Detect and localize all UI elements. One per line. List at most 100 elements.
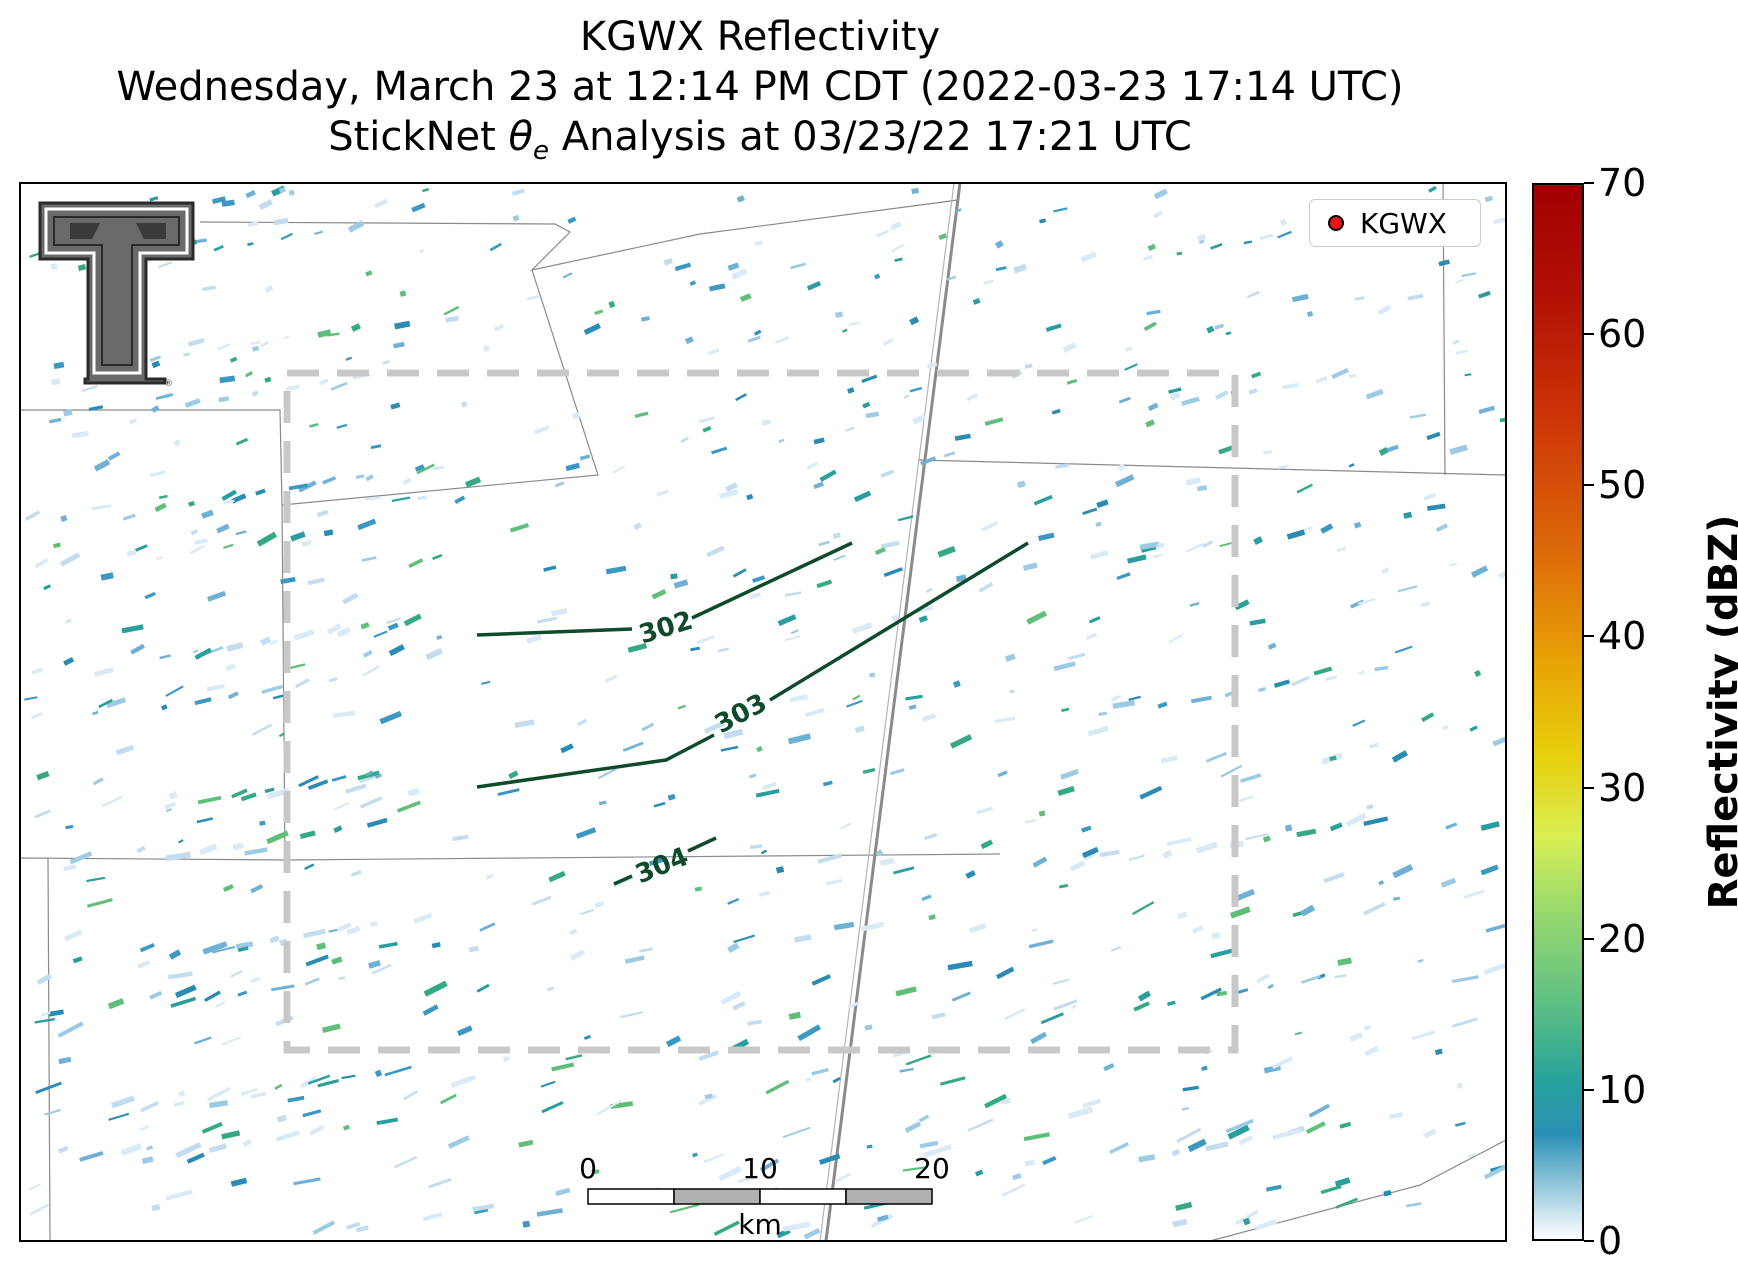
echo-pixel (1493, 217, 1506, 225)
echo-pixel (1096, 499, 1109, 509)
echo-pixel (547, 986, 555, 992)
echo-pixel (187, 337, 205, 347)
echo-pixel (285, 384, 300, 392)
echo-pixel (298, 775, 319, 788)
echo-pixel (1483, 1161, 1506, 1180)
echo-pixel (1320, 523, 1334, 534)
echo-pixel (1449, 444, 1469, 455)
echo-pixel (753, 329, 762, 336)
echo-pixel (279, 187, 286, 193)
echo-pixel (59, 552, 81, 567)
echo-pixel (1383, 1189, 1392, 1197)
echo-pixel (1478, 405, 1495, 415)
echo-pixel (1182, 1085, 1200, 1092)
echo-pixel (1022, 562, 1038, 571)
echo-pixel (178, 1090, 186, 1098)
echo-pixel (129, 418, 138, 425)
echo-pixel (1368, 742, 1380, 749)
echo-pixel (1306, 310, 1314, 318)
echo-pixel (1377, 304, 1392, 316)
echo-pixel (862, 401, 871, 409)
echo-pixel (1087, 725, 1110, 737)
echo-pixel (804, 707, 825, 718)
echo-pixel (368, 960, 381, 969)
echo-pixel (1339, 1121, 1352, 1129)
echo-pixel (43, 584, 52, 591)
echo-pixel (57, 1145, 69, 1154)
echo-pixel (811, 1067, 829, 1076)
echo-pixel (170, 996, 197, 1008)
echo-pixel (536, 1208, 563, 1217)
echo-pixel (1235, 1209, 1260, 1226)
echo-pixel (288, 663, 306, 670)
echo-pixel (199, 843, 218, 856)
echo-pixel (704, 1093, 713, 1100)
echo-pixel (926, 361, 938, 369)
echo-pixel (344, 783, 367, 794)
echo-pixel (509, 523, 530, 533)
echo-pixel (893, 866, 915, 875)
echo-pixel (231, 493, 247, 504)
echo-pixel (832, 1076, 841, 1084)
echo-pixel (583, 1035, 591, 1040)
colorbar-tick-10 (1584, 1088, 1594, 1091)
echo-pixel (879, 857, 895, 867)
echo-pixel (154, 502, 167, 513)
echo-pixel (264, 376, 272, 383)
echo-pixel (1013, 263, 1028, 274)
echo-pixel (1205, 751, 1227, 763)
echo-pixel (691, 1152, 699, 1158)
echo-pixel (365, 770, 374, 777)
echo-pixel (92, 710, 99, 716)
echo-pixel (301, 539, 312, 547)
echo-pixel (64, 618, 72, 625)
echo-pixel (541, 1101, 564, 1114)
echo-pixel (87, 898, 113, 908)
echo-pixel (911, 187, 919, 195)
echo-pixel (1012, 1173, 1022, 1181)
echo-pixel (212, 945, 236, 954)
echo-pixel (608, 300, 616, 308)
echo-pixel (813, 481, 824, 489)
echo-pixel (1162, 849, 1173, 859)
echo-pixel (835, 311, 843, 318)
echo-pixel (355, 1225, 369, 1233)
echo-pixel (782, 1221, 810, 1232)
scale-label-20: 20 (914, 1152, 950, 1185)
echo-pixel (551, 1062, 575, 1072)
echo-pixel (605, 565, 627, 575)
echo-pixel (732, 568, 747, 578)
echo-pixel (790, 629, 799, 635)
echo-pixel (1088, 616, 1101, 624)
echo-pixel (718, 489, 739, 499)
echo-pixel (1363, 1024, 1372, 1031)
echo-pixel (1353, 521, 1362, 529)
echo-pixel (121, 624, 144, 634)
echo-pixel (240, 1087, 258, 1096)
echo-pixel (346, 925, 361, 935)
echo-pixel (194, 697, 212, 706)
echo-pixel (256, 531, 278, 547)
echo-pixel (363, 649, 373, 658)
echo-pixel (93, 459, 111, 472)
echo-pixel (303, 928, 326, 939)
echo-pixel (1146, 309, 1161, 316)
echo-pixel (215, 1001, 226, 1008)
echo-pixel (1128, 695, 1141, 701)
echo-pixel (1308, 1103, 1330, 1118)
echo-pixel (881, 540, 900, 549)
echo-pixel (924, 833, 938, 841)
echo-pixel (330, 381, 348, 391)
echo-pixel (290, 531, 306, 542)
echo-pixel (720, 745, 739, 752)
echo-pixel (302, 1109, 322, 1118)
echo-pixel (1363, 816, 1389, 826)
echo-pixel (1080, 251, 1097, 263)
echo-pixel (273, 217, 289, 226)
echo-pixel (196, 817, 214, 824)
echo-pixel (1196, 233, 1207, 242)
echo-pixel (980, 839, 994, 850)
echo-pixel (101, 795, 123, 808)
echo-pixel (1320, 1184, 1342, 1195)
echo-pixel (1388, 1112, 1403, 1120)
